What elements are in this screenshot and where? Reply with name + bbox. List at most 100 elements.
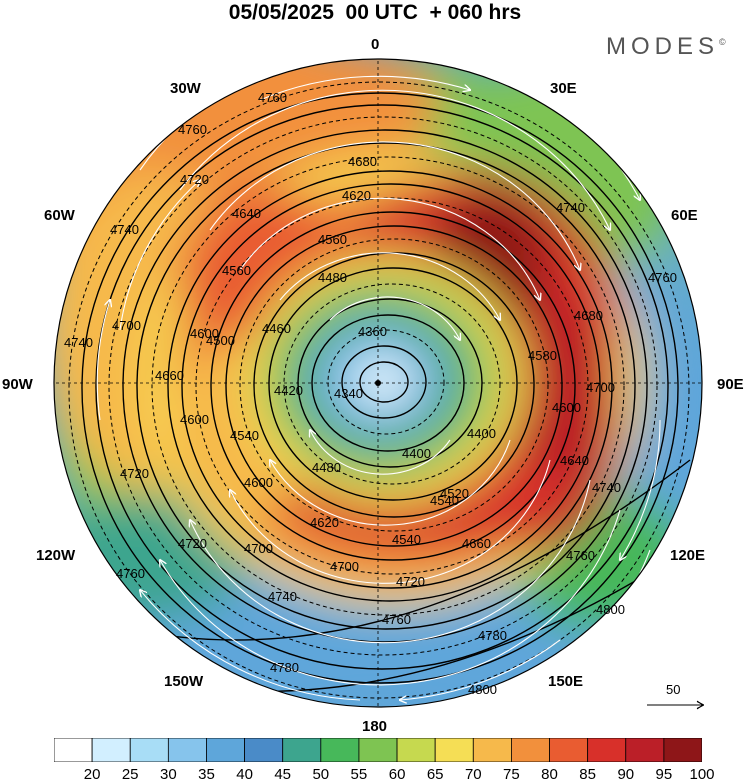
- lon-label-120w: 120W: [36, 547, 76, 564]
- colorbar-cell: [129, 738, 169, 762]
- contour-label: 4700: [330, 559, 359, 574]
- lon-label-30e: 30E: [550, 80, 577, 97]
- colorbar-cell: [434, 738, 474, 762]
- contour-label: 4680: [574, 308, 603, 323]
- contour-label: 4540: [430, 493, 459, 508]
- colorbar-tick-label: 70: [464, 766, 482, 783]
- colorbar-tick-label: 20: [83, 766, 101, 783]
- contour-label: 4760: [116, 566, 145, 581]
- contour-4460: [268, 267, 518, 501]
- colorbar-tick-label: 85: [579, 766, 596, 783]
- lon-label-120e: 120E: [670, 547, 706, 564]
- contour-4680: [108, 116, 658, 656]
- colorbar-cell: [91, 738, 131, 762]
- contour-label: 4640: [232, 206, 261, 221]
- colorbar-cell: [206, 738, 245, 762]
- contour-label: 4460: [262, 321, 291, 336]
- contour-label: 4760: [648, 270, 677, 285]
- contour-4740: [68, 81, 690, 699]
- lon-label-180: 180: [362, 718, 388, 735]
- contour-label: 4700: [244, 541, 273, 556]
- lon-label-150e: 150E: [548, 673, 584, 690]
- contour-label: 4740: [556, 200, 585, 215]
- contour-label: 4360: [358, 324, 387, 339]
- contour-label: 4740: [110, 222, 139, 237]
- contour-label: 4660: [155, 368, 184, 383]
- contour-label: 4340: [334, 386, 363, 401]
- contour-4360: [341, 345, 427, 419]
- contour-label: 4700: [112, 318, 141, 333]
- contour-4560: [195, 197, 589, 575]
- contour-label: 4600: [552, 400, 581, 415]
- colorbar-tick-label: 45: [274, 766, 292, 783]
- colorbar-cell: [663, 738, 702, 762]
- contour-4600: [167, 170, 613, 602]
- contour-label: 4620: [310, 515, 339, 530]
- colorbar-cell: [358, 738, 398, 762]
- colorbar-tick-label: 60: [388, 766, 406, 783]
- colorbar-cell: [549, 738, 589, 762]
- contour-4380: [327, 329, 445, 435]
- contour-label: 4560: [222, 263, 251, 278]
- graticule: [54, 59, 702, 707]
- contour-label: 4800: [468, 682, 497, 697]
- lon-label-60w: 60W: [44, 207, 75, 224]
- colorbar-tick-label: 75: [503, 766, 520, 783]
- colorbar-cell: [472, 738, 512, 762]
- contour-label: 4520: [440, 486, 469, 501]
- map-boundary: [53, 58, 703, 708]
- colorbar-cell: [167, 738, 207, 762]
- contour-4540: [210, 211, 576, 561]
- wind-scale-arrow: [647, 700, 704, 710]
- contour-label: 4720: [178, 536, 207, 551]
- map-title: 05/05/2025 00 UTC + 060 hrs: [228, 1, 522, 24]
- contour-label: 4740: [592, 480, 621, 495]
- contour-4620: [151, 156, 625, 616]
- contour-label: 4420: [274, 383, 303, 398]
- contour-label: 4600: [180, 412, 209, 427]
- colorbar: [54, 738, 702, 762]
- colorbar-cell: [396, 738, 436, 762]
- colorbar-cell: [587, 738, 627, 762]
- colorbar-cell: [54, 738, 93, 762]
- contour-label: 4660: [462, 536, 491, 551]
- lon-label-0: 0: [371, 36, 380, 53]
- contour-label: 4500: [206, 333, 235, 348]
- colorbar-tick-label: 25: [121, 766, 139, 783]
- colorbar-tick-label: 50: [312, 766, 330, 783]
- colorbar-tick-label: 80: [541, 766, 558, 783]
- contour-label: 4700: [586, 380, 615, 395]
- colorbar-tick-label: 40: [236, 766, 253, 783]
- contour-label: 4720: [120, 466, 149, 481]
- contour-label: 4760: [382, 612, 411, 627]
- colorbar-tick-label: 30: [160, 766, 177, 783]
- contour-label: 4740: [64, 335, 93, 350]
- contour-label: 4720: [396, 574, 425, 589]
- contour-label: 4640: [560, 453, 589, 468]
- contour-4500: [239, 238, 549, 532]
- contour-label: 4760: [178, 122, 207, 137]
- contour-label: 4400: [467, 426, 496, 441]
- contour-label: 4760: [566, 548, 595, 563]
- contour-labels: 4360 4340 4400 4400 4420 4460 4480 4480 …: [64, 90, 677, 697]
- contour-4340: [359, 361, 409, 403]
- contour-label: 4780: [270, 660, 299, 675]
- contour-label: 4680: [348, 154, 377, 169]
- contour-label: 4560: [318, 232, 347, 247]
- contour-label: 4480: [312, 460, 341, 475]
- contour-label: 4540: [230, 428, 259, 443]
- contour-4580: [181, 183, 601, 589]
- contour-4640: [136, 142, 636, 630]
- colorbar-cell: [320, 738, 360, 762]
- colorbar-cell: [244, 738, 284, 762]
- colorbar-tick-label: 95: [655, 766, 673, 783]
- colorbar-tick-label: 65: [426, 766, 444, 783]
- contour-label: 4620: [342, 188, 371, 203]
- wind-speed-field: [54, 59, 702, 707]
- contour-label: 4580: [528, 348, 557, 363]
- contour-label: 4780: [478, 628, 507, 643]
- colorbar-cell: [511, 738, 550, 762]
- lon-label-90w: 90W: [2, 376, 33, 393]
- contour-label: 4720: [180, 172, 209, 187]
